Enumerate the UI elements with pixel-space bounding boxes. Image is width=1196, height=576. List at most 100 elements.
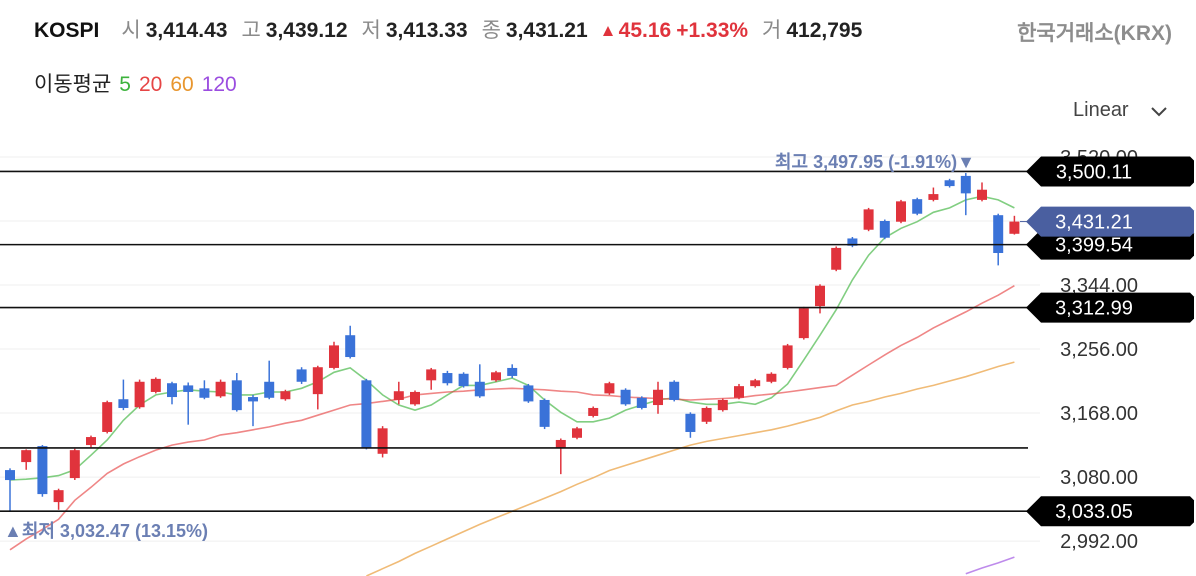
- candle: [215, 379, 226, 398]
- y-tick-label: 3,080.00: [1060, 467, 1138, 489]
- candle: [377, 426, 388, 458]
- candle-body: [426, 369, 437, 381]
- candle-body: [977, 189, 987, 200]
- quote-label: 저: [361, 19, 381, 42]
- candle: [102, 400, 113, 434]
- legend-title: 이동평균: [34, 73, 112, 96]
- price-line-tag: [1026, 496, 1194, 527]
- candle: [847, 237, 858, 248]
- candle-body: [361, 380, 372, 448]
- candle: [86, 435, 96, 448]
- candle-body: [248, 397, 258, 402]
- candle-body: [410, 391, 420, 405]
- up-arrow: [602, 19, 614, 43]
- candle-body: [539, 399, 550, 427]
- y-tick-label: 3,168.00: [1060, 403, 1138, 425]
- candle: [474, 364, 485, 398]
- candle: [831, 246, 842, 272]
- scale-dropdown[interactable]: Linear: [1073, 99, 1129, 121]
- candle: [750, 378, 761, 388]
- volume-label: 거: [762, 19, 782, 42]
- candle: [21, 449, 32, 470]
- candle-body: [86, 437, 96, 446]
- candle-body: [523, 385, 534, 402]
- candle-body: [21, 450, 32, 463]
- legend-entry: 5: [119, 73, 131, 96]
- quote-value: 3,413.33: [385, 19, 468, 42]
- candle: [53, 488, 64, 510]
- change: 45.16: [618, 19, 672, 42]
- chart-title: KOSPI: [34, 19, 100, 42]
- volume: 412,795: [786, 19, 863, 42]
- candle: [329, 341, 339, 370]
- candle: [37, 445, 48, 497]
- candle: [507, 364, 518, 379]
- candle-body: [507, 367, 518, 376]
- price-line-tag: [1026, 292, 1194, 323]
- candle-body: [5, 470, 15, 481]
- candle-body: [928, 194, 939, 200]
- candle-body: [199, 388, 210, 398]
- candle: [361, 378, 372, 450]
- quote-label: 고: [241, 19, 261, 42]
- candle-body: [280, 391, 291, 400]
- candle: [134, 379, 145, 409]
- candle: [199, 380, 210, 400]
- candle-body: [944, 180, 955, 187]
- candle-body: [264, 381, 275, 398]
- price-line-label: 3,033.05: [1055, 501, 1133, 523]
- candle-body: [474, 381, 485, 397]
- candle: [977, 182, 987, 202]
- candle: [150, 377, 161, 394]
- candle-body: [636, 397, 647, 408]
- candle: [426, 367, 437, 390]
- candle-body: [863, 209, 874, 230]
- last-price-label: 3,431.21: [1055, 212, 1133, 234]
- candle: [1009, 215, 1020, 235]
- candle: [636, 396, 647, 410]
- candle-body: [134, 381, 145, 408]
- candle-body: [815, 285, 825, 307]
- candle: [69, 448, 80, 480]
- candle-body: [653, 389, 663, 406]
- candle-body: [766, 373, 777, 382]
- candle: [555, 438, 566, 475]
- moving-average-line: [366, 361, 1015, 576]
- candle-body: [750, 380, 761, 387]
- y-tick-label: 2,992.00: [1060, 531, 1138, 553]
- candle: [280, 389, 291, 401]
- candle: [296, 367, 307, 384]
- candle: [960, 173, 971, 216]
- change-pct: +1.33%: [676, 19, 749, 42]
- candle: [669, 380, 680, 402]
- candle-body: [167, 383, 177, 398]
- candle: [993, 213, 1004, 266]
- candle: [863, 207, 874, 232]
- candle: [393, 381, 404, 405]
- candle: [312, 365, 323, 410]
- price-line-label: 3,312.99: [1055, 298, 1133, 320]
- moving-average-line: [9, 195, 1015, 481]
- dropdown-chevron: [1151, 107, 1167, 117]
- candle-body: [215, 381, 226, 397]
- candle: [539, 398, 550, 430]
- candle-body: [345, 335, 356, 358]
- quote-value: 3,439.12: [265, 19, 348, 42]
- candle-body: [329, 345, 339, 368]
- y-tick-label: 3,344.00: [1060, 275, 1138, 297]
- candle: [620, 388, 631, 406]
- low-annotation: ▲최저 3,032.47 (13.15%): [4, 521, 208, 541]
- candle-body: [993, 215, 1004, 254]
- candle-body: [960, 175, 971, 194]
- legend-entry: 20: [138, 73, 163, 96]
- candle-body: [588, 407, 599, 416]
- candle-body: [831, 247, 842, 270]
- candle-body: [572, 428, 582, 438]
- candle: [410, 390, 420, 406]
- candle: [442, 370, 453, 386]
- quote-label: 시: [121, 19, 141, 42]
- legend: 이동평균 5 20 60 120: [34, 68, 245, 98]
- candle: [231, 373, 242, 412]
- last-price-tag: [1026, 206, 1194, 237]
